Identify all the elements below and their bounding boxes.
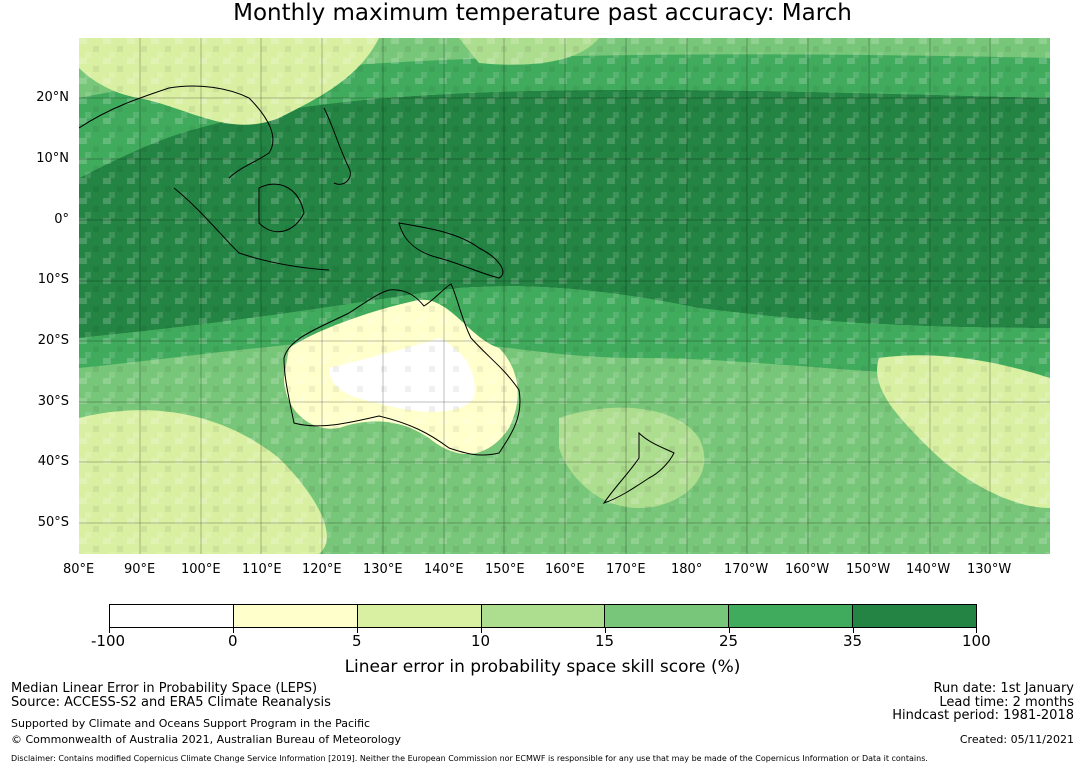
- coast-asia: [79, 85, 274, 179]
- footer-copyright: © Commonwealth of Australia 2021, Austra…: [11, 733, 401, 746]
- lon-label: 100°E: [181, 562, 221, 577]
- lon-label: 120°E: [302, 562, 342, 577]
- lon-label: 150°W: [846, 562, 891, 577]
- footer-hindcast: Hindcast period: 1981-2018: [892, 708, 1074, 723]
- colorbar-tick: 35: [843, 632, 863, 650]
- lon-label: 170°W: [724, 562, 769, 577]
- footer-lead-time: Lead time: 2 months: [939, 695, 1074, 710]
- lon-label: 160°W: [785, 562, 830, 577]
- colorbar-swatch: [233, 605, 358, 627]
- coast-borneo: [258, 183, 305, 233]
- colorbar-tick: 10: [471, 632, 491, 650]
- lon-label: 80°E: [63, 562, 95, 577]
- disclaimer: Disclaimer: Contains modified Copernicus…: [11, 754, 928, 763]
- colorbar-tick: 100: [962, 632, 991, 650]
- colorbar-tick: 5: [352, 632, 362, 650]
- coast-sumatra-java: [173, 187, 330, 271]
- lat-label-0: 0°: [54, 212, 69, 227]
- lon-label: 160°E: [545, 562, 585, 577]
- lon-label: 130°E: [363, 562, 403, 577]
- skill-map: [79, 38, 1050, 554]
- footer-source: Source: ACCESS-S2 and ERA5 Climate Reana…: [11, 695, 331, 710]
- colorbar-swatch: [853, 605, 977, 627]
- colorbar: [109, 604, 977, 628]
- lon-label: 180°: [671, 562, 703, 577]
- lon-label: 150°E: [485, 562, 525, 577]
- coast-new-zealand: [602, 431, 675, 504]
- lat-label-30s: 30°S: [37, 394, 69, 409]
- coast-philippines: [323, 107, 351, 185]
- lat-label-20s: 20°S: [37, 333, 69, 348]
- colorbar-tick: 15: [595, 632, 615, 650]
- lat-label-40s: 40°S: [37, 454, 69, 469]
- map-title: Monthly maximum temperature past accurac…: [233, 0, 852, 26]
- lat-label-50s: 50°S: [37, 515, 69, 530]
- lon-label: 90°E: [124, 562, 156, 577]
- colorbar-swatch: [481, 605, 606, 627]
- lon-label: 110°E: [242, 562, 282, 577]
- colorbar-tick: -100: [91, 632, 126, 650]
- coast-australia: [283, 283, 521, 456]
- colorbar-label: Linear error in probability space skill …: [344, 657, 741, 677]
- colorbar-swatch: [605, 605, 730, 627]
- colorbar-swatch: [729, 605, 854, 627]
- footer-run-date: Run date: 1st January: [933, 681, 1074, 696]
- footer-created: Created: 05/11/2021: [959, 733, 1074, 746]
- colorbar-tick: 25: [719, 632, 739, 650]
- lat-label-10s: 10°S: [37, 272, 69, 287]
- lon-label: 140°E: [424, 562, 464, 577]
- colorbar-swatch: [110, 605, 234, 627]
- footer-support: Supported by Climate and Oceans Support …: [11, 717, 371, 730]
- colorbar-swatch: [357, 605, 482, 627]
- coast-new-guinea: [398, 222, 504, 279]
- colorbar-tick: 0: [228, 632, 238, 650]
- lat-label-10n: 10°N: [36, 151, 69, 166]
- lon-label: 140°W: [906, 562, 951, 577]
- lon-label: 170°E: [606, 562, 646, 577]
- lat-label-20n: 20°N: [36, 90, 69, 105]
- lon-label: 130°W: [967, 562, 1012, 577]
- footer-method: Median Linear Error in Probability Space…: [11, 681, 318, 696]
